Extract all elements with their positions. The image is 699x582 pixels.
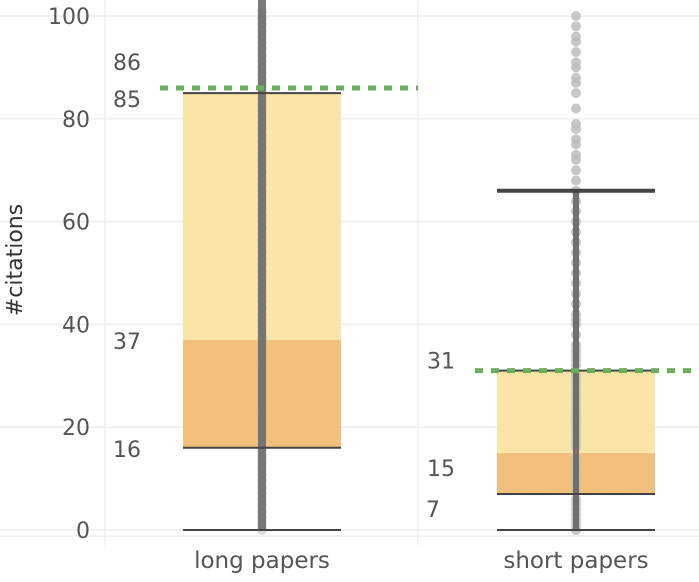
y-tick-label-0: 0 [76, 519, 90, 544]
value-label-0-0: 86 [113, 51, 141, 76]
point-short-64 [571, 46, 581, 57]
point-short-66 [571, 31, 581, 42]
y-tick-label-80: 80 [62, 108, 90, 133]
grid-lines [0, 0, 699, 545]
value-label-0-2: 37 [113, 330, 141, 355]
y-tick-label-20: 20 [62, 416, 90, 441]
point-short-57 [571, 118, 581, 129]
axes-layer: 0 20 40 60 80 100 #citations long papers short p… [3, 5, 649, 574]
point-short-68 [571, 11, 581, 21]
y-tick-label-100: 100 [48, 5, 90, 30]
value-label-0-1: 85 [113, 88, 141, 113]
point-short-61 [571, 72, 581, 83]
y-tick-label-60: 60 [62, 211, 90, 236]
value-label-1-2: 7 [426, 498, 440, 523]
point-short-58 [571, 103, 581, 114]
point-short-50 [571, 175, 581, 186]
point-short-59 [571, 88, 581, 99]
point-short-67 [571, 21, 581, 32]
value-label-1-1: 15 [427, 457, 455, 482]
point-short-55 [571, 134, 581, 145]
category-label-0: long papers [194, 548, 330, 574]
y-axis-title: #citations [3, 204, 28, 316]
value-label-0-3: 16 [113, 438, 141, 463]
category-label-1: short papers [503, 548, 648, 574]
annotations-layer: 86 85 37 16 31 15 7 [113, 51, 455, 523]
point-short-63 [571, 57, 581, 68]
point-short-53 [571, 149, 581, 160]
point-short-51 [571, 165, 581, 176]
boxes-layer [183, 93, 655, 495]
y-tick-label-40: 40 [62, 313, 90, 338]
value-label-1-0: 31 [427, 350, 455, 375]
whiskers-layer [160, 0, 699, 531]
